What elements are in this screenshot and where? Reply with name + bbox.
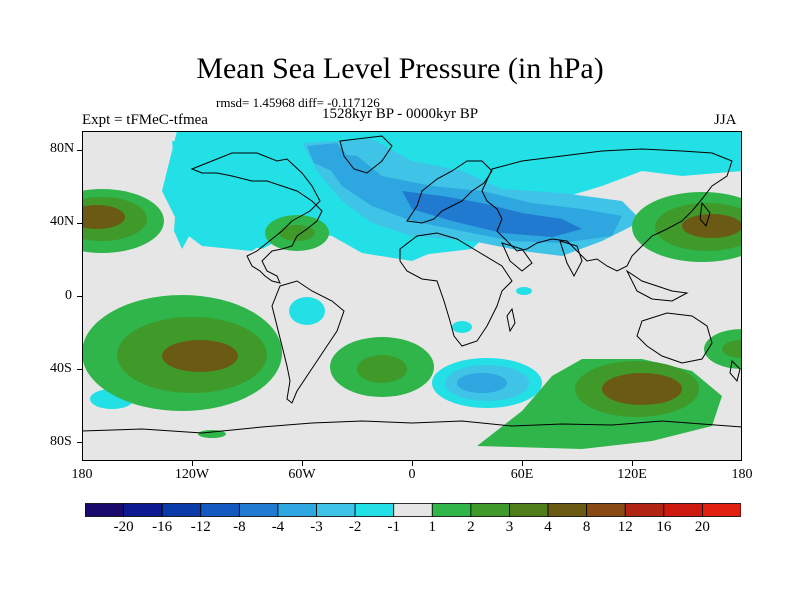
colorbar-label: 20	[694, 519, 710, 535]
south-atlantic-low-small	[289, 297, 325, 325]
south-pacific-high-core	[162, 340, 238, 372]
lon-label-0: 0	[408, 467, 416, 482]
lat-tick	[77, 150, 82, 151]
colorbar-swatch	[586, 503, 626, 517]
sw-indian-low	[452, 321, 472, 333]
colorbar-label: -8	[233, 519, 246, 535]
lon-label-180w: 180	[71, 467, 93, 482]
colorbar-label: 3	[505, 519, 514, 535]
southern-indian-low-core	[457, 373, 507, 393]
experiment-label: Expt = tFMeC-tfmea	[82, 112, 208, 128]
north-america-coast	[190, 152, 323, 284]
southern-ocean-high-core	[602, 373, 682, 405]
colorbar-label: -4	[271, 519, 285, 535]
colorbar-swatch	[200, 503, 240, 517]
lon-tick	[302, 461, 303, 466]
lat-label-40s: 40S	[50, 361, 72, 376]
north-4hpa-zone	[402, 191, 582, 237]
negative-anomaly-layer	[90, 131, 742, 409]
colorbar-label: 2	[467, 519, 475, 535]
colorbar-swatch	[509, 503, 549, 517]
new-zealand-coast	[729, 359, 741, 383]
colorbar-swatch	[161, 503, 202, 517]
colorbar-swatch	[470, 503, 510, 517]
lon-label-120e: 120E	[617, 467, 647, 482]
pressure-map	[82, 131, 742, 461]
colorbar-swatch	[277, 503, 317, 517]
lat-tick	[77, 442, 82, 443]
east-africa-low	[516, 287, 532, 295]
colorbar-swatch	[663, 503, 703, 517]
colorbar-label: 4	[544, 519, 552, 535]
ne-pacific-high-core	[82, 205, 125, 229]
lat-label-equator: 0	[65, 288, 72, 303]
lon-tick	[522, 461, 523, 466]
colorbar-label: -20	[113, 519, 134, 535]
greenland-coast	[339, 135, 393, 174]
lat-tick	[77, 296, 82, 297]
coastlines	[82, 135, 742, 434]
lon-label-60e: 60E	[510, 467, 534, 482]
colorbar-swatch	[393, 503, 433, 517]
colorbar-swatch	[354, 503, 395, 517]
colorbar-swatch	[702, 503, 741, 517]
colorbar-swatch	[547, 503, 588, 517]
south-atlantic-high-core	[357, 355, 407, 383]
colorbar-label: 12	[617, 519, 633, 535]
colorbar-swatch	[85, 503, 124, 517]
madagascar-coast	[506, 307, 516, 333]
colorbar-label: -16	[152, 519, 173, 535]
colorbar-label: -3	[310, 519, 323, 535]
southeast-asia-coast	[625, 269, 689, 302]
colorbar	[85, 503, 741, 517]
season-label: JJA	[714, 112, 737, 128]
india-coast	[559, 240, 583, 278]
colorbar-swatch	[624, 503, 665, 517]
stats-text: rmsd= 1.45968 diff= -0.117126	[216, 95, 380, 110]
lon-label-120w: 120W	[174, 467, 210, 482]
colorbar-label: -2	[348, 519, 362, 535]
lat-tick	[77, 223, 82, 224]
positive-anomaly-layer	[82, 189, 742, 449]
w-atlantic-high-core	[279, 225, 315, 241]
lat-label-80n: 80N	[50, 141, 75, 156]
lat-label-40n: 40N	[50, 214, 75, 229]
colorbar-swatch	[238, 503, 279, 517]
period-text: 1528kyr BP - 0000kyr BP	[322, 106, 479, 122]
colorbar-label: -12	[190, 519, 211, 535]
antarctica-coast	[82, 420, 742, 434]
colorbar-label: -1	[387, 519, 400, 535]
asia-coast	[481, 148, 733, 272]
lon-tick	[632, 461, 633, 466]
lon-tick	[192, 461, 193, 466]
se-pacific-high-core	[722, 340, 742, 358]
south-america-coast	[271, 280, 345, 404]
plot-title: Mean Sea Level Pressure (in hPa)	[196, 52, 604, 85]
lat-label-80s: 80S	[50, 434, 72, 449]
africa-coast	[399, 232, 513, 347]
colorbar-label: 8	[582, 519, 591, 535]
colorbar-swatch	[316, 503, 356, 517]
colorbar-swatch	[431, 503, 472, 517]
lon-label-180e: 180	[731, 467, 753, 482]
colorbar-label: 1	[428, 519, 437, 535]
lon-tick	[412, 461, 413, 466]
japan-coast	[699, 201, 711, 228]
antarctic-high-small	[198, 430, 226, 438]
lat-tick	[77, 369, 82, 370]
map-frame	[82, 131, 742, 461]
pacific-cyan-tongue	[174, 191, 192, 249]
colorbar-label: 16	[656, 519, 672, 535]
lon-label-60w: 60W	[288, 467, 316, 482]
arabia-coast	[501, 242, 533, 272]
australia-coast	[636, 312, 713, 364]
nw-pacific-high-core	[682, 214, 742, 238]
colorbar-swatch	[123, 503, 163, 517]
greenland-low	[307, 143, 350, 171]
